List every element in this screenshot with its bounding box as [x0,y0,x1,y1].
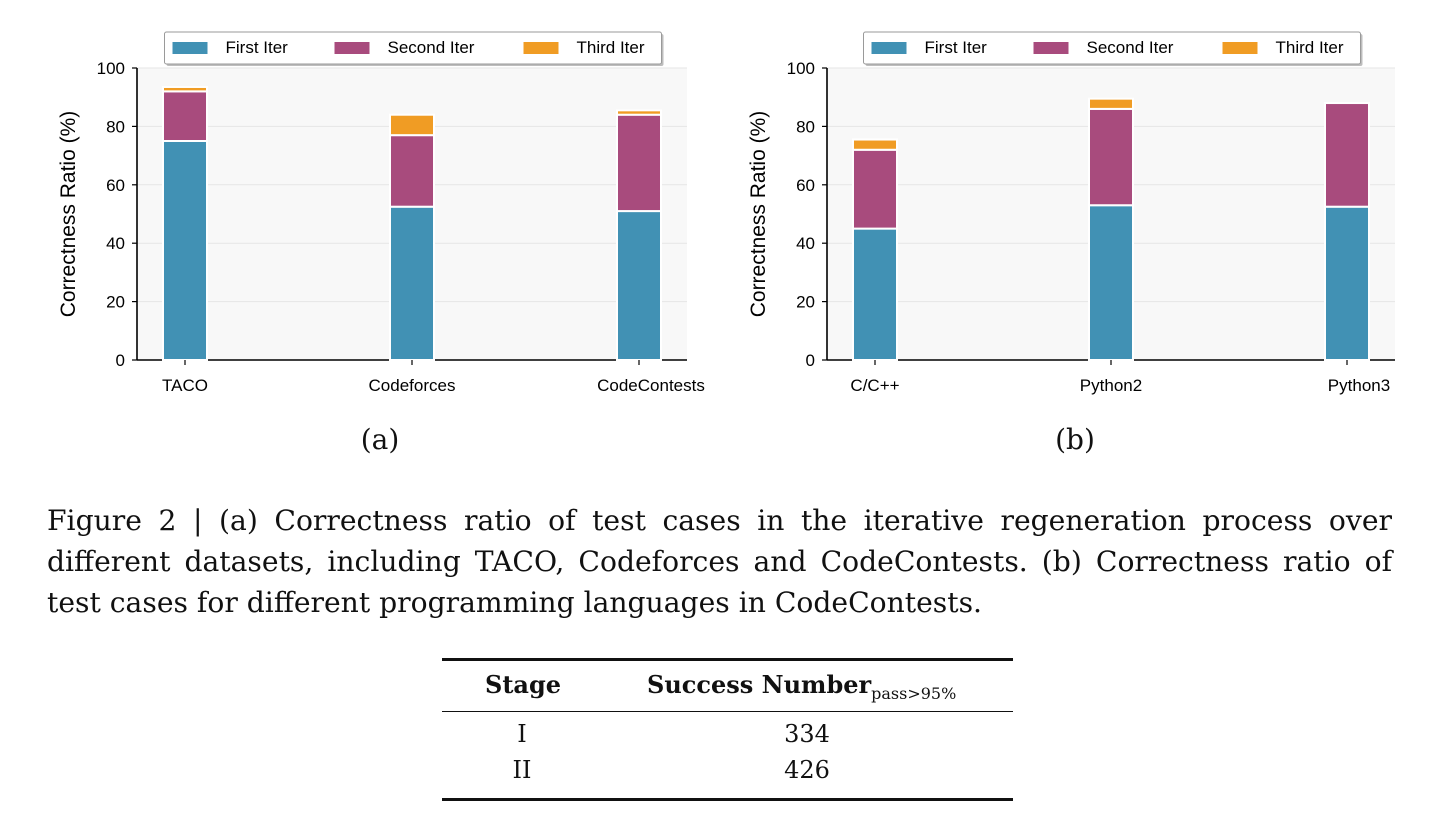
panel-a-bar-second-iter [389,134,435,208]
panel-b-bar-third-iter [1088,97,1134,110]
panel-b-bar-third-iter [852,138,898,151]
panel-b-legend-swatch [871,42,907,54]
panel-b-bar-first-iter [1088,204,1134,361]
panel-a-y-axis-label: Correctness Ratio (%) [57,111,80,318]
table-top-rule [442,658,1013,661]
panel-a-bar-first-iter [162,140,208,361]
panel-b-ytick-label: 20 [796,293,815,312]
panel-b-legend-label: First Iter [925,38,988,57]
panel-a-legend-label: Second Iter [388,38,475,57]
panel-a-label: (a) [361,423,400,456]
table-row-1-value: 334 [784,720,830,748]
panel-b-bar-first-iter [852,227,898,361]
panel-b-ytick-label: 0 [806,351,815,370]
panel-a-bar-second-iter [616,113,662,213]
panel-b-xtick-label: Python3 [1328,376,1390,395]
panel-a-bar-first-iter [389,205,435,361]
panel-a-legend-label: Third Iter [577,38,645,57]
panel-a-legend-swatch [172,42,208,54]
panel-b-label: (b) [1055,423,1095,456]
panel-b-ytick-label: 40 [796,234,815,253]
panel-b-bar-second-iter [1088,107,1134,207]
panel-b-legend-label: Second Iter [1087,38,1174,57]
panel-b-legend-swatch [1222,42,1258,54]
panel-a-legend [164,31,662,65]
panel-b-ytick-label: 80 [796,117,815,136]
panel-b-y-axis-label: Correctness Ratio (%) [747,111,770,318]
panel-a-ytick-label: 20 [106,293,125,312]
panel-a-bar-third-iter [616,109,662,116]
panel-a-legend-swatch [523,42,559,54]
panel-a-ytick-label: 60 [106,176,125,195]
panel-a-bar-second-iter [162,90,208,142]
panel-b-xtick-label: C/C++ [850,376,899,395]
panel-a-legend-label: First Iter [226,38,289,57]
panel-a-xtick-label: TACO [162,376,208,395]
header-success-subscript: pass>95% [871,684,957,703]
panel-b-legend-label: Third Iter [1276,38,1344,57]
table-row-1-stage: I [517,720,527,748]
figure-caption: Figure 2 | (a) Correctness ratio of test… [47,504,1392,619]
panel-a-bar-first-iter [616,210,662,361]
header-success-text: Success Number [647,670,872,699]
panel-b-legend-swatch [1033,42,1069,54]
figure-charts: 0 20 40 60 80 100 Correctness Ratio (%) TACO Cod… [57,31,1395,456]
panel-a-xtick-label: CodeContests [597,376,705,395]
panel-a-ytick-label: 0 [116,351,125,370]
panel-a-ytick-label: 40 [106,234,125,253]
table-bottom-rule [442,798,1013,801]
panel-a-ytick-label: 100 [97,59,125,78]
panel-b-xtick-label: Python2 [1080,376,1142,395]
panel-a-xtick-label: Codeforces [369,376,456,395]
panel-b-ytick-label: 60 [796,176,815,195]
table-mid-rule [442,711,1013,713]
panel-a-ytick-label: 80 [106,117,125,136]
panel-a-bar-third-iter [389,113,435,137]
panel-b-bar-second-iter [1324,102,1370,208]
panel-a-legend-swatch [334,42,370,54]
table-row-2-stage: II [512,756,532,784]
panel-b-bar-second-iter [852,148,898,230]
header-success-number: Success Numberpass>95% [647,670,956,703]
panel-b-ytick-label: 100 [787,59,815,78]
table-row-2-value: 426 [784,756,830,784]
results-table: Stage Success Numberpass>95% I 334 II 42… [442,658,1013,801]
panel-a-bar-third-iter [162,85,208,93]
panel-b-bar-first-iter [1324,205,1370,361]
panel-b-legend [863,31,1361,65]
header-stage: Stage [485,670,562,699]
